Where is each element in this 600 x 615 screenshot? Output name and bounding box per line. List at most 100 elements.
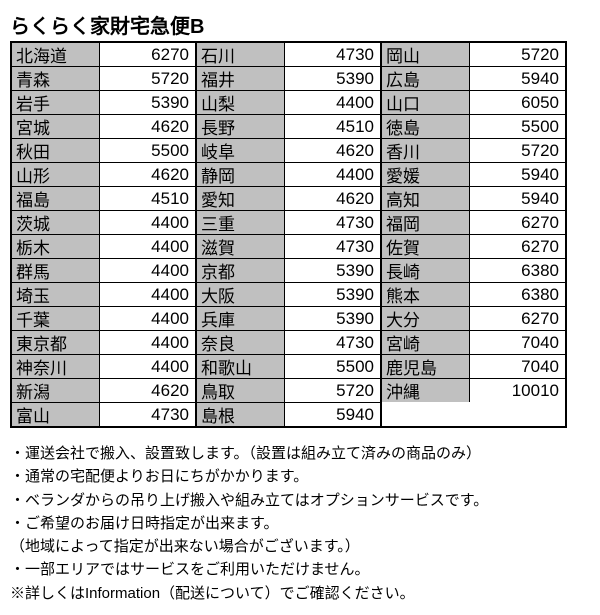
prefecture-cell: 青森 [12,67,100,90]
price-cell: 4400 [100,283,195,306]
table-row: 栃木4400 [12,234,195,258]
price-cell: 5390 [285,283,380,306]
table-row: 岡山5720 [382,43,565,66]
table-row: 滋賀4730 [197,234,380,258]
price-cell: 4730 [100,403,195,426]
note-line: ・ベランダからの吊り上げ搬入や組み立てはオプションサービスです。 [10,489,590,512]
prefecture-cell: 新潟 [12,379,100,402]
prefecture-cell: 埼玉 [12,283,100,306]
price-cell: 6050 [470,91,565,114]
prefecture-cell: 岡山 [382,43,470,66]
table-row: 福岡6270 [382,210,565,234]
price-cell: 7040 [470,355,565,378]
prefecture-cell: 山形 [12,163,100,186]
price-cell: 4510 [285,115,380,138]
price-cell: 4730 [285,43,380,66]
price-cell: 4620 [100,163,195,186]
prefecture-cell: 鹿児島 [382,355,470,378]
price-cell: 5940 [470,187,565,210]
prefecture-cell: 栃木 [12,235,100,258]
note-line: ※詳しくはInformation（配送について）でご確認ください。 [10,582,590,605]
price-cell: 7040 [470,331,565,354]
price-cell: 5940 [470,67,565,90]
prefecture-cell: 石川 [197,43,285,66]
price-cell: 4620 [285,139,380,162]
table-row: 石川4730 [197,43,380,66]
price-cell: 5390 [100,91,195,114]
table-row: 和歌山5500 [197,354,380,378]
price-cell: 4400 [285,91,380,114]
prefecture-cell: 徳島 [382,115,470,138]
prefecture-cell: 長野 [197,115,285,138]
table-row: 鹿児島7040 [382,354,565,378]
table-row: 愛知4620 [197,186,380,210]
price-cell: 5720 [470,43,565,66]
table-row: 佐賀6270 [382,234,565,258]
prefecture-cell: 愛媛 [382,163,470,186]
price-cell: 5500 [470,115,565,138]
price-cell: 5500 [100,139,195,162]
table-row: 熊本6380 [382,282,565,306]
price-cell: 6380 [470,283,565,306]
table-row: 埼玉4400 [12,282,195,306]
table-row: 東京都4400 [12,330,195,354]
prefecture-cell: 山梨 [197,91,285,114]
note-line: ・一部エリアではサービスをご利用いただけません。 [10,558,590,581]
price-cell: 6270 [470,235,565,258]
price-cell: 4400 [100,235,195,258]
price-cell: 4400 [100,211,195,234]
price-cell: 6270 [470,307,565,330]
table-row: 長野4510 [197,114,380,138]
price-cell: 5720 [100,67,195,90]
prefecture-cell: 千葉 [12,307,100,330]
table-row: 高知5940 [382,186,565,210]
price-cell: 5390 [285,259,380,282]
price-cell: 4620 [100,115,195,138]
note-line: ・ご希望のお届け日時指定が出来ます。 [10,512,590,535]
price-cell: 4730 [285,211,380,234]
table-row: 長崎6380 [382,258,565,282]
table-row: 大分6270 [382,306,565,330]
price-cell: 5720 [470,139,565,162]
table-row: 兵庫5390 [197,306,380,330]
table-row: 宮城4620 [12,114,195,138]
table-row: 秋田5500 [12,138,195,162]
prefecture-cell: 福島 [12,187,100,210]
prefecture-cell: 兵庫 [197,307,285,330]
price-cell: 4400 [100,331,195,354]
prefecture-cell: 大阪 [197,283,285,306]
prefecture-cell: 京都 [197,259,285,282]
table-row: 富山4730 [12,402,195,426]
prefecture-cell: 東京都 [12,331,100,354]
prefecture-cell: 和歌山 [197,355,285,378]
table-column: 石川4730福井5390山梨4400長野4510岐阜4620静岡4400愛知46… [197,43,382,426]
table-row: 大阪5390 [197,282,380,306]
price-cell: 4730 [285,331,380,354]
price-cell: 4510 [100,187,195,210]
price-cell: 4620 [100,379,195,402]
prefecture-cell: 静岡 [197,163,285,186]
price-cell: 5720 [285,379,380,402]
table-row: 沖縄10010 [382,378,565,402]
prefecture-cell: 高知 [382,187,470,210]
prefecture-cell: 富山 [12,403,100,426]
price-cell: 4400 [100,259,195,282]
table-row: 青森5720 [12,66,195,90]
prefecture-cell: 茨城 [12,211,100,234]
prefecture-cell: 広島 [382,67,470,90]
table-row: 静岡4400 [197,162,380,186]
table-row: 岩手5390 [12,90,195,114]
prefecture-cell: 岩手 [12,91,100,114]
table-row: 神奈川4400 [12,354,195,378]
table-row: 福井5390 [197,66,380,90]
prefecture-cell: 山口 [382,91,470,114]
prefecture-cell: 三重 [197,211,285,234]
table-row: 山口6050 [382,90,565,114]
table-column: 岡山5720広島5940山口6050徳島5500香川5720愛媛5940高知59… [382,43,567,426]
prefecture-cell: 佐賀 [382,235,470,258]
table-row: 山梨4400 [197,90,380,114]
table-row: 島根5940 [197,402,380,426]
prefecture-cell: 福岡 [382,211,470,234]
table-row: 千葉4400 [12,306,195,330]
prefecture-cell: 長崎 [382,259,470,282]
